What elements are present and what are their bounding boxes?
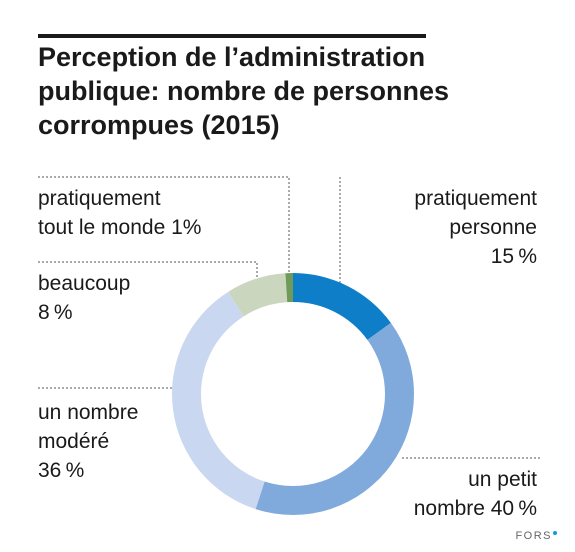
slice-label-pratiquement-tout-le-monde: pratiquement tout le monde 1% bbox=[38, 184, 201, 242]
donut-slices bbox=[172, 273, 415, 515]
slice-label-line: pratiquement bbox=[38, 187, 161, 210]
leader-lines bbox=[38, 176, 540, 459]
slice-label-line: pratiquement bbox=[414, 187, 537, 210]
slice-value: 8 % bbox=[38, 301, 73, 324]
slice-label-line: nombre 40 % bbox=[413, 497, 537, 520]
donut-slice-beaucoup bbox=[228, 273, 288, 317]
title-line: publique: nombre de personnes bbox=[38, 76, 450, 106]
slice-value: 36 % bbox=[38, 459, 85, 482]
title-line: Perception de l’administration bbox=[38, 42, 426, 72]
slice-label-line: personne bbox=[449, 216, 537, 239]
slice-label-line: modéré bbox=[38, 430, 110, 453]
title-rule bbox=[38, 34, 426, 38]
title-line: corrompues (2015) bbox=[38, 110, 280, 140]
chart-title: Perception de l’administration publique:… bbox=[38, 40, 538, 142]
slice-label-pratiquement-personne: pratiquement personne 15 % bbox=[414, 184, 537, 271]
leader-line bbox=[38, 261, 258, 282]
donut-slice-un-petit-nombre bbox=[255, 322, 415, 515]
slice-label-beaucoup: beaucoup 8 % bbox=[38, 269, 130, 327]
slice-label-un-nombre-modere: un nombre modéré 36 % bbox=[38, 398, 138, 485]
slice-label-line: un nombre bbox=[38, 401, 139, 424]
donut-slice-un-nombre-mod-r- bbox=[172, 291, 265, 510]
slice-label-line: tout le monde 1% bbox=[38, 216, 202, 239]
donut-slice-pratiquement-personne bbox=[293, 273, 391, 340]
slice-label-line: beaucoup bbox=[38, 272, 131, 295]
donut-slice-pratiquement-tout-le-monde bbox=[285, 273, 293, 303]
slice-label-line: un petit bbox=[468, 468, 537, 491]
slice-value: 15 % bbox=[490, 245, 537, 268]
fors-logo: FORS bbox=[515, 530, 557, 542]
slice-label-un-petit-nombre: un petit nombre 40 % bbox=[414, 465, 537, 523]
